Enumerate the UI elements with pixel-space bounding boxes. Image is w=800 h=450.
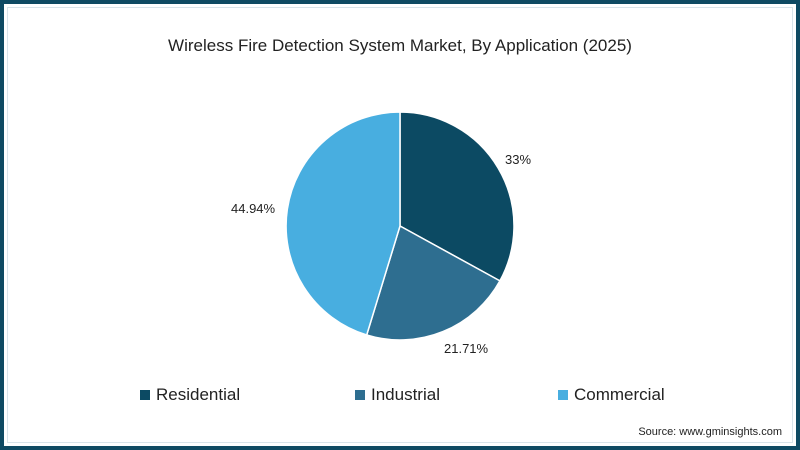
- legend-item-residential[interactable]: Residential: [140, 385, 240, 405]
- legend-item-industrial[interactable]: Industrial: [355, 385, 440, 405]
- residential-swatch-icon: [140, 390, 150, 400]
- inner-border: [7, 7, 793, 443]
- industrial-swatch-icon: [355, 390, 365, 400]
- slice-commercial[interactable]: [285, 111, 401, 336]
- commercial-swatch-icon: [558, 390, 568, 400]
- legend-label-residential: Residential: [156, 385, 241, 404]
- label-industrial: 21.71%: [444, 341, 489, 356]
- slice-industrial[interactable]: [365, 224, 501, 341]
- legend-label-industrial: Industrial: [371, 385, 440, 404]
- legend-item-commercial[interactable]: Commercial: [558, 385, 665, 405]
- slice-residential[interactable]: [399, 111, 515, 282]
- chart-title: Wireless Fire Detection System Market, B…: [168, 36, 632, 55]
- source-note: Source: www.gminsights.com: [638, 426, 782, 438]
- label-commercial: 44.94%: [231, 201, 276, 216]
- label-residential: 33%: [505, 152, 532, 167]
- legend-label-commercial: Commercial: [574, 385, 665, 404]
